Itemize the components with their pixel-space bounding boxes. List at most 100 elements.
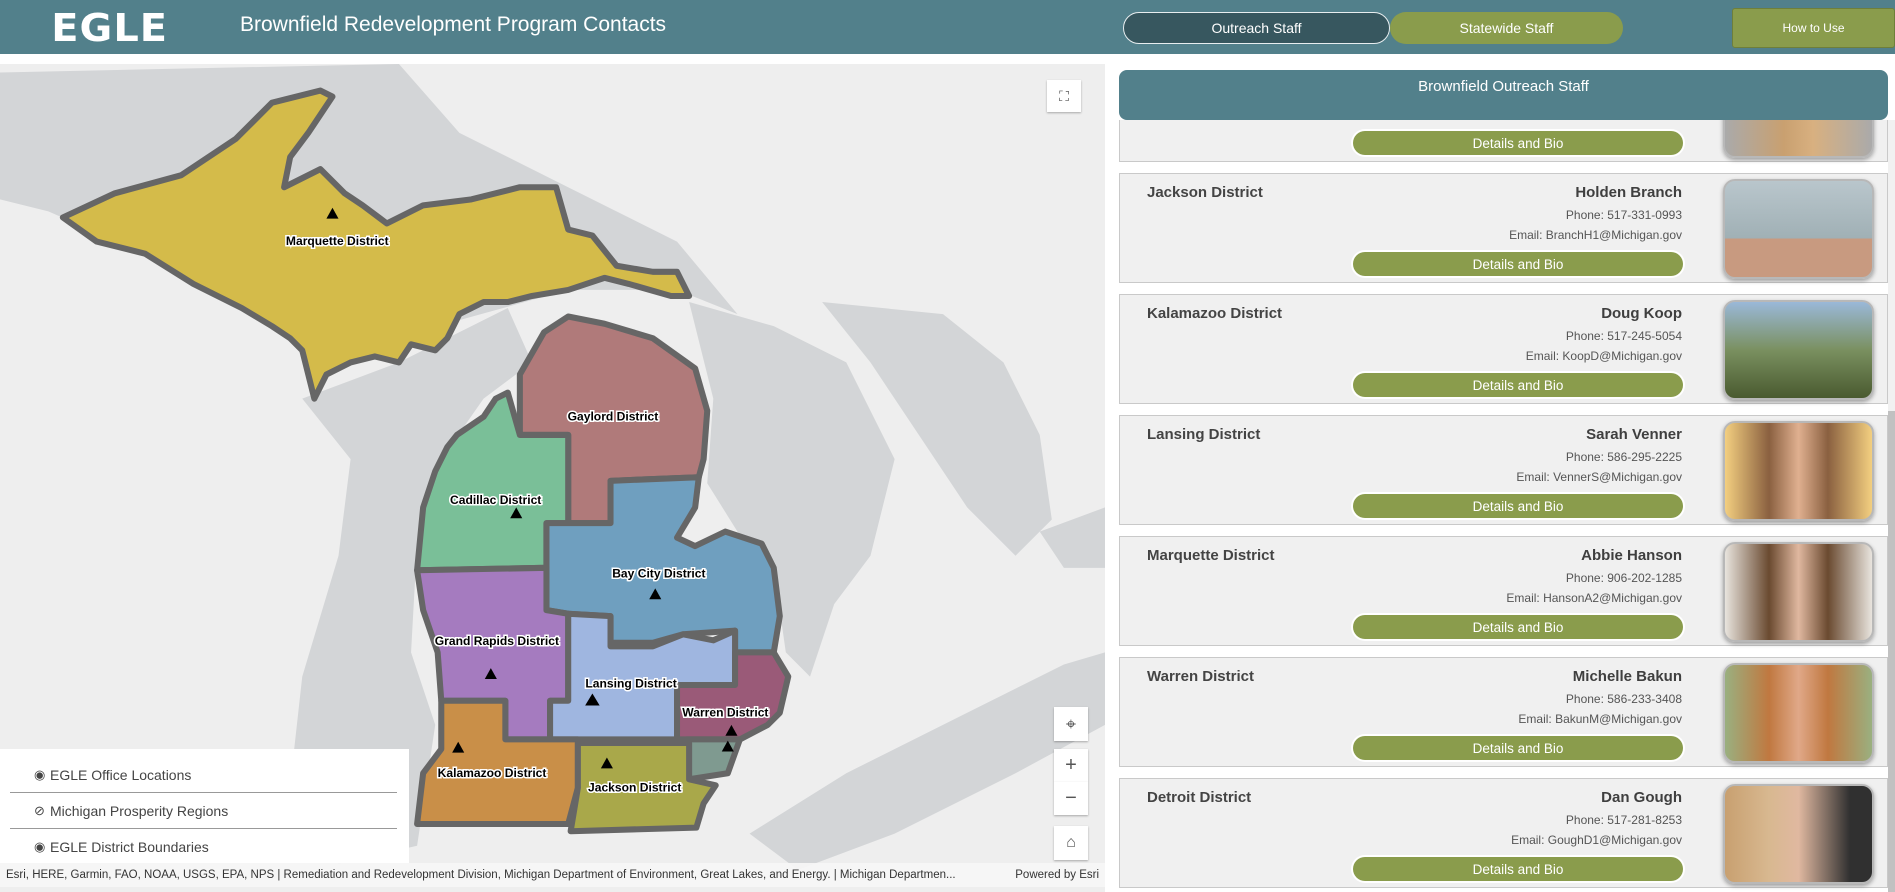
office-marker [484, 668, 497, 679]
district-marquette[interactable] [59, 87, 693, 402]
lake-huron [689, 302, 895, 677]
staff-email: Email: BranchH1@Michigan.gov [1509, 228, 1682, 242]
staff-phone: Phone: 517-331-0993 [1565, 208, 1682, 222]
eye-off-icon[interactable]: ⊘ [34, 802, 45, 818]
office-marker [721, 740, 734, 752]
details-and-bio-button[interactable]: Details and Bio [1353, 494, 1683, 518]
staff-name: Abbie Hanson [1581, 547, 1682, 564]
label-jackson: Jackson District [588, 780, 681, 794]
staff-photo [1723, 120, 1874, 158]
panel-title: Brownfield Outreach Staff [1119, 70, 1888, 120]
lake-ontario [1039, 507, 1105, 568]
staff-card: Jackson District Holden Branch Phone: 51… [1119, 173, 1888, 283]
staff-photo [1723, 421, 1874, 521]
layer-label: Michigan Prosperity Regions [50, 802, 229, 819]
layer-list: ◉ EGLE Office Locations ⊘ Michigan Prosper… [0, 749, 409, 863]
staff-list: Details and Bio Jackson District Holden … [1119, 120, 1888, 892]
georgian-bay [822, 302, 1052, 556]
fullscreen-button[interactable]: ⛶ [1047, 80, 1081, 112]
details-and-bio-button[interactable]: Details and Bio [1353, 615, 1683, 639]
staff-card: Lansing District Sarah Venner Phone: 586… [1119, 415, 1888, 525]
office-marker [510, 507, 523, 519]
locate-button[interactable]: ⌖ [1054, 707, 1088, 741]
staff-phone: Phone: 517-281-8253 [1565, 813, 1682, 827]
details-and-bio-button[interactable]: Details and Bio [1353, 131, 1683, 155]
staff-name: Sarah Venner [1586, 426, 1682, 443]
staff-card: Detroit District Dan Gough Phone: 517-28… [1119, 778, 1888, 888]
map-attribution: Esri, HERE, Garmin, FAO, NOAA, USGS, EPA… [0, 863, 1105, 887]
staff-name: Dan Gough [1601, 789, 1682, 806]
staff-phone: Phone: 586-295-2225 [1565, 450, 1682, 464]
zoom-out-button[interactable]: − [1054, 782, 1088, 815]
staff-phone: Phone: 906-202-1285 [1565, 571, 1682, 585]
label-lansing: Lansing District [585, 676, 676, 690]
district-name: Jackson District [1147, 184, 1263, 201]
staff-photo [1723, 663, 1874, 763]
staff-phone: Phone: 586-233-3408 [1565, 692, 1682, 706]
staff-name: Holden Branch [1575, 184, 1682, 201]
office-marker [600, 757, 613, 769]
app-header: EGLE Brownfield Redevelopment Program Co… [0, 0, 1895, 54]
office-markers [326, 207, 738, 769]
layer-label: EGLE Office Locations [50, 766, 192, 783]
egle-logo: EGLE [51, 6, 169, 50]
district-name: Detroit District [1147, 789, 1252, 806]
lake-michigan [290, 308, 532, 864]
staff-email: Email: VennerS@Michigan.gov [1516, 470, 1682, 484]
home-icon: ⌂ [1066, 834, 1076, 851]
tab-outreach-staff[interactable]: Outreach Staff [1123, 12, 1390, 44]
label-warren: Warren District [682, 705, 768, 719]
district-name: Lansing District [1147, 426, 1261, 443]
details-and-bio-button[interactable]: Details and Bio [1353, 857, 1683, 881]
label-bay-city: Bay City District [612, 566, 705, 580]
layer-egle-district-boundaries[interactable]: ◉ EGLE District Boundaries [10, 829, 397, 865]
map-view[interactable]: Marquette District Gaylord District Cadi… [0, 64, 1105, 892]
staff-email: Email: BakunM@Michigan.gov [1518, 712, 1682, 726]
details-and-bio-button[interactable]: Details and Bio [1353, 373, 1683, 397]
details-and-bio-button[interactable]: Details and Bio [1353, 736, 1683, 760]
staff-photo [1723, 784, 1874, 884]
how-to-use-button[interactable]: How to Use [1732, 8, 1895, 48]
staff-email: Email: KoopD@Michigan.gov [1525, 349, 1682, 363]
staff-name: Michelle Bakun [1572, 668, 1682, 685]
eye-icon[interactable]: ◉ [34, 766, 46, 782]
eye-icon[interactable]: ◉ [34, 839, 46, 854]
scrollbar-thumb[interactable] [1888, 411, 1895, 892]
staff-photo [1723, 300, 1874, 400]
label-gaylord: Gaylord District [568, 409, 659, 423]
tab-statewide-staff[interactable]: Statewide Staff [1390, 12, 1623, 44]
staff-photo [1723, 542, 1874, 642]
powered-by-esri[interactable]: Powered by Esri [1015, 869, 1099, 881]
office-marker [326, 207, 339, 219]
lake-erie [749, 652, 1105, 870]
staff-email: Email: GoughD1@Michigan.gov [1511, 833, 1682, 847]
office-marker [452, 741, 465, 753]
office-marker [585, 693, 600, 706]
staff-email: Email: HansonA2@Michigan.gov [1506, 591, 1682, 605]
label-marquette: Marquette District [286, 234, 389, 248]
scrollbar[interactable] [1888, 120, 1895, 892]
label-kalamazoo: Kalamazoo District [438, 766, 547, 780]
zoom-in-button[interactable]: + [1054, 749, 1088, 782]
home-button[interactable]: ⌂ [1054, 826, 1088, 860]
details-and-bio-button[interactable]: Details and Bio [1353, 252, 1683, 276]
staff-photo [1723, 179, 1874, 279]
district-name: Warren District [1147, 668, 1254, 685]
district-name: Marquette District [1147, 547, 1275, 564]
layer-michigan-prosperity-regions[interactable]: ⊘ Michigan Prosperity Regions [10, 793, 397, 829]
staff-card: Warren District Michelle Bakun Phone: 58… [1119, 657, 1888, 767]
staff-card: Details and Bio [1119, 120, 1888, 162]
attribution-text[interactable]: Esri, HERE, Garmin, FAO, NOAA, USGS, EPA… [6, 869, 956, 881]
layer-label: EGLE District Boundaries [50, 839, 209, 855]
district-name: Kalamazoo District [1147, 305, 1283, 322]
label-cadillac: Cadillac District [450, 493, 541, 507]
staff-phone: Phone: 517-245-5054 [1565, 329, 1682, 343]
layer-egle-office-locations[interactable]: ◉ EGLE Office Locations [10, 757, 397, 793]
label-grand-rapids: Grand Rapids District [435, 634, 559, 648]
staff-card: Marquette District Abbie Hanson Phone: 9… [1119, 536, 1888, 646]
staff-card: Kalamazoo District Doug Koop Phone: 517-… [1119, 294, 1888, 404]
office-marker [725, 724, 738, 736]
page-title: Brownfield Redevelopment Program Contact… [240, 13, 667, 36]
fullscreen-icon: ⛶ [1059, 87, 1069, 104]
staff-name: Doug Koop [1601, 305, 1682, 322]
